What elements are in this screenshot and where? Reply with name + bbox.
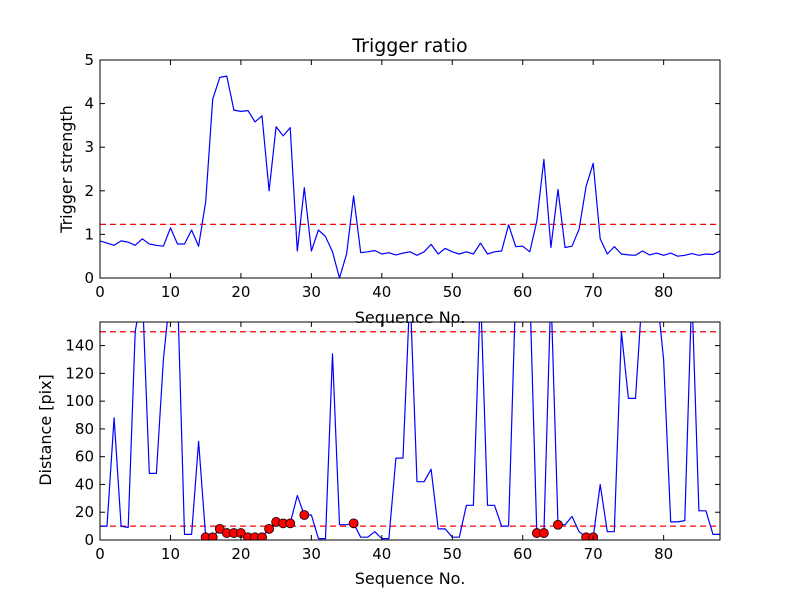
y-axis-label: Trigger strength (57, 105, 76, 234)
plot-data (100, 75, 720, 278)
y-tick-label: 0 (84, 531, 94, 549)
y-tick-label: 40 (75, 475, 94, 493)
data-point (264, 523, 274, 534)
x-axis-label: Sequence No. (355, 569, 466, 588)
distance-chart: 0 10 20 30 40 50 60 70 80 0 20 40 60 80 100 120 140 Sequ… (36, 321, 721, 588)
y-tick-label: 80 (75, 420, 94, 438)
y-tick-label: 3 (84, 138, 94, 156)
x-tick-label: 30 (302, 283, 321, 301)
x-tick-label: 60 (513, 283, 532, 301)
x-tick-label: 10 (161, 545, 180, 563)
chart-title: Trigger ratio (351, 35, 467, 57)
distance-plot-area: 0 10 20 30 40 50 60 70 80 0 20 40 60 80 100 120 140 (65, 321, 721, 563)
x-axis-label: Sequence No. (355, 308, 466, 327)
y-tick-label: 4 (84, 95, 94, 113)
y-tick-label: 5 (84, 51, 94, 69)
data-point (348, 518, 359, 529)
y-axis-label: Distance [pix] (36, 374, 55, 486)
x-tick-label: 70 (584, 283, 603, 301)
data-point (553, 519, 563, 530)
data-point (538, 528, 549, 538)
x-tick-label: 80 (654, 283, 673, 301)
data-point (299, 510, 310, 520)
x-tick-label: 30 (302, 545, 321, 563)
plot-data (100, 322, 720, 540)
x-tick-label: 20 (231, 545, 250, 563)
x-tick-label: 0 (95, 545, 105, 563)
axes-frame (99, 321, 721, 541)
x-tick-label: 0 (95, 283, 105, 301)
series-line (100, 75, 720, 278)
data-point (285, 518, 296, 529)
axes-frame (99, 59, 721, 279)
x-tick-label: 40 (372, 283, 391, 301)
x-tick-label: 80 (654, 545, 673, 563)
x-tick-label: 70 (584, 545, 603, 563)
y-tick-label: 60 (75, 448, 94, 466)
y-tick-label: 140 (65, 337, 94, 355)
y-tick-label: 120 (65, 364, 94, 382)
x-tick-label: 50 (443, 545, 462, 563)
y-tick-label: 100 (65, 392, 94, 410)
x-tick-label: 60 (513, 545, 532, 563)
trigger-plot-area: 0 10 20 30 40 50 60 70 80 0 1 2 3 4 5 (84, 51, 721, 301)
y-tick-label: 0 (84, 269, 94, 287)
x-tick-label: 10 (161, 283, 180, 301)
x-tick-label: 50 (443, 283, 462, 301)
series-line (100, 322, 720, 540)
y-tick-label: 2 (84, 182, 94, 200)
y-tick-label: 20 (75, 503, 94, 521)
y-tick-label: 1 (84, 225, 94, 243)
x-tick-label: 40 (372, 545, 391, 563)
trigger-chart: Trigger ratio 0 10 20 30 40 50 60 70 80 0 1 2 3 4 5 Se… (57, 35, 721, 327)
x-tick-label: 20 (231, 283, 250, 301)
data-point (257, 532, 267, 540)
data-point (207, 532, 218, 540)
